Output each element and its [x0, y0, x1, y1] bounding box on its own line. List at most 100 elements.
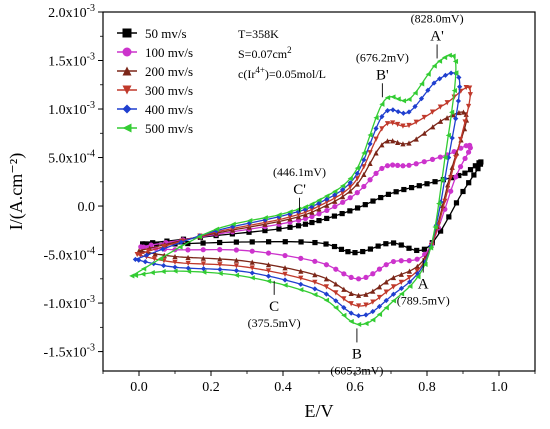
- data-point: [437, 118, 444, 124]
- series-300-mv-s: [134, 84, 473, 309]
- data-point: [341, 312, 347, 318]
- data-point: [446, 214, 452, 220]
- data-point: [437, 154, 443, 160]
- data-point: [347, 184, 353, 190]
- data-point: [352, 250, 358, 256]
- data-point: [414, 268, 420, 274]
- data-point: [324, 215, 330, 222]
- data-point: [262, 217, 268, 223]
- data-point: [324, 202, 330, 208]
- data-point: [452, 58, 459, 64]
- data-point: [437, 104, 443, 110]
- data-point: [132, 256, 138, 263]
- data-point: [356, 276, 362, 282]
- data-point: [140, 271, 146, 277]
- legend-label: 500 mv/s: [145, 121, 193, 136]
- data-point: [354, 165, 360, 171]
- data-point: [316, 197, 322, 203]
- data-point: [455, 98, 461, 104]
- annotation-letter: A: [418, 277, 429, 293]
- data-point: [341, 271, 347, 277]
- data-point: [298, 239, 304, 245]
- data-point: [233, 263, 240, 269]
- condition-text: S=0.07cm2: [238, 45, 292, 61]
- data-point: [398, 285, 405, 291]
- data-point: [282, 265, 288, 271]
- data-point: [341, 305, 347, 311]
- series-line: [131, 54, 457, 326]
- peak-annotation: A' (828.0mV): [411, 11, 464, 59]
- data-point: [347, 208, 353, 214]
- data-point: [398, 291, 405, 297]
- data-point: [137, 252, 143, 258]
- data-point: [390, 94, 396, 100]
- conditions: T=358K S=0.07cm2 c(Ir4+)=0.05mol/L: [238, 27, 326, 81]
- data-point: [379, 165, 385, 172]
- x-tick-label: 0.2: [202, 380, 220, 395]
- data-point: [287, 209, 293, 215]
- data-point: [456, 109, 462, 116]
- data-point: [373, 170, 379, 176]
- data-point: [444, 115, 450, 121]
- peak-annotation: B(605.3mV): [330, 328, 383, 377]
- data-point: [333, 266, 339, 272]
- data-point: [418, 96, 425, 102]
- data-point: [233, 268, 240, 274]
- data-point: [446, 154, 452, 161]
- data-point: [390, 291, 397, 297]
- peak-annotation: A(789.5mV): [397, 258, 450, 308]
- data-point: [383, 279, 389, 285]
- data-point: [475, 166, 481, 172]
- data-point: [448, 188, 454, 194]
- data-point: [332, 188, 338, 195]
- data-point: [370, 198, 376, 204]
- data-point: [400, 163, 406, 169]
- data-point: [249, 239, 255, 245]
- data-point: [331, 243, 338, 250]
- data-point: [406, 109, 412, 115]
- data-point: [246, 229, 252, 235]
- data-point: [383, 297, 389, 304]
- data-point: [217, 266, 223, 273]
- data-point: [140, 244, 147, 250]
- data-point: [265, 268, 272, 274]
- data-point: [406, 162, 412, 168]
- data-point: [390, 240, 397, 246]
- data-point: [376, 266, 383, 272]
- data-point: [398, 242, 404, 248]
- data-point: [425, 71, 431, 77]
- data-point: [414, 263, 420, 269]
- data-point: [406, 258, 412, 264]
- data-point: [312, 258, 318, 264]
- data-point: [247, 218, 253, 224]
- data-point: [142, 259, 148, 265]
- data-point: [356, 321, 362, 328]
- data-point: [462, 155, 468, 162]
- data-point: [312, 272, 318, 278]
- data-point: [451, 87, 457, 94]
- legend-marker: [122, 104, 132, 114]
- data-point: [185, 268, 192, 274]
- data-point: [465, 103, 472, 110]
- data-point: [390, 258, 397, 265]
- data-point: [340, 186, 346, 193]
- data-point: [363, 312, 369, 318]
- data-point: [340, 199, 346, 205]
- data-point: [230, 221, 236, 227]
- peak-annotation: B' (676.2mV): [356, 50, 409, 98]
- annotation-letter: C: [269, 299, 279, 315]
- data-point: [458, 145, 464, 151]
- data-point: [333, 305, 339, 311]
- data-point: [172, 264, 178, 270]
- data-point: [370, 317, 376, 323]
- data-point: [477, 161, 484, 167]
- data-point: [390, 162, 396, 168]
- data-point: [157, 255, 164, 262]
- data-point: [302, 209, 309, 215]
- data-point: [427, 245, 434, 251]
- data-point: [373, 115, 379, 121]
- data-point: [450, 53, 456, 59]
- data-point: [324, 193, 330, 199]
- peak-annotation: C' (446.1mV): [273, 165, 326, 212]
- data-point: [354, 176, 360, 182]
